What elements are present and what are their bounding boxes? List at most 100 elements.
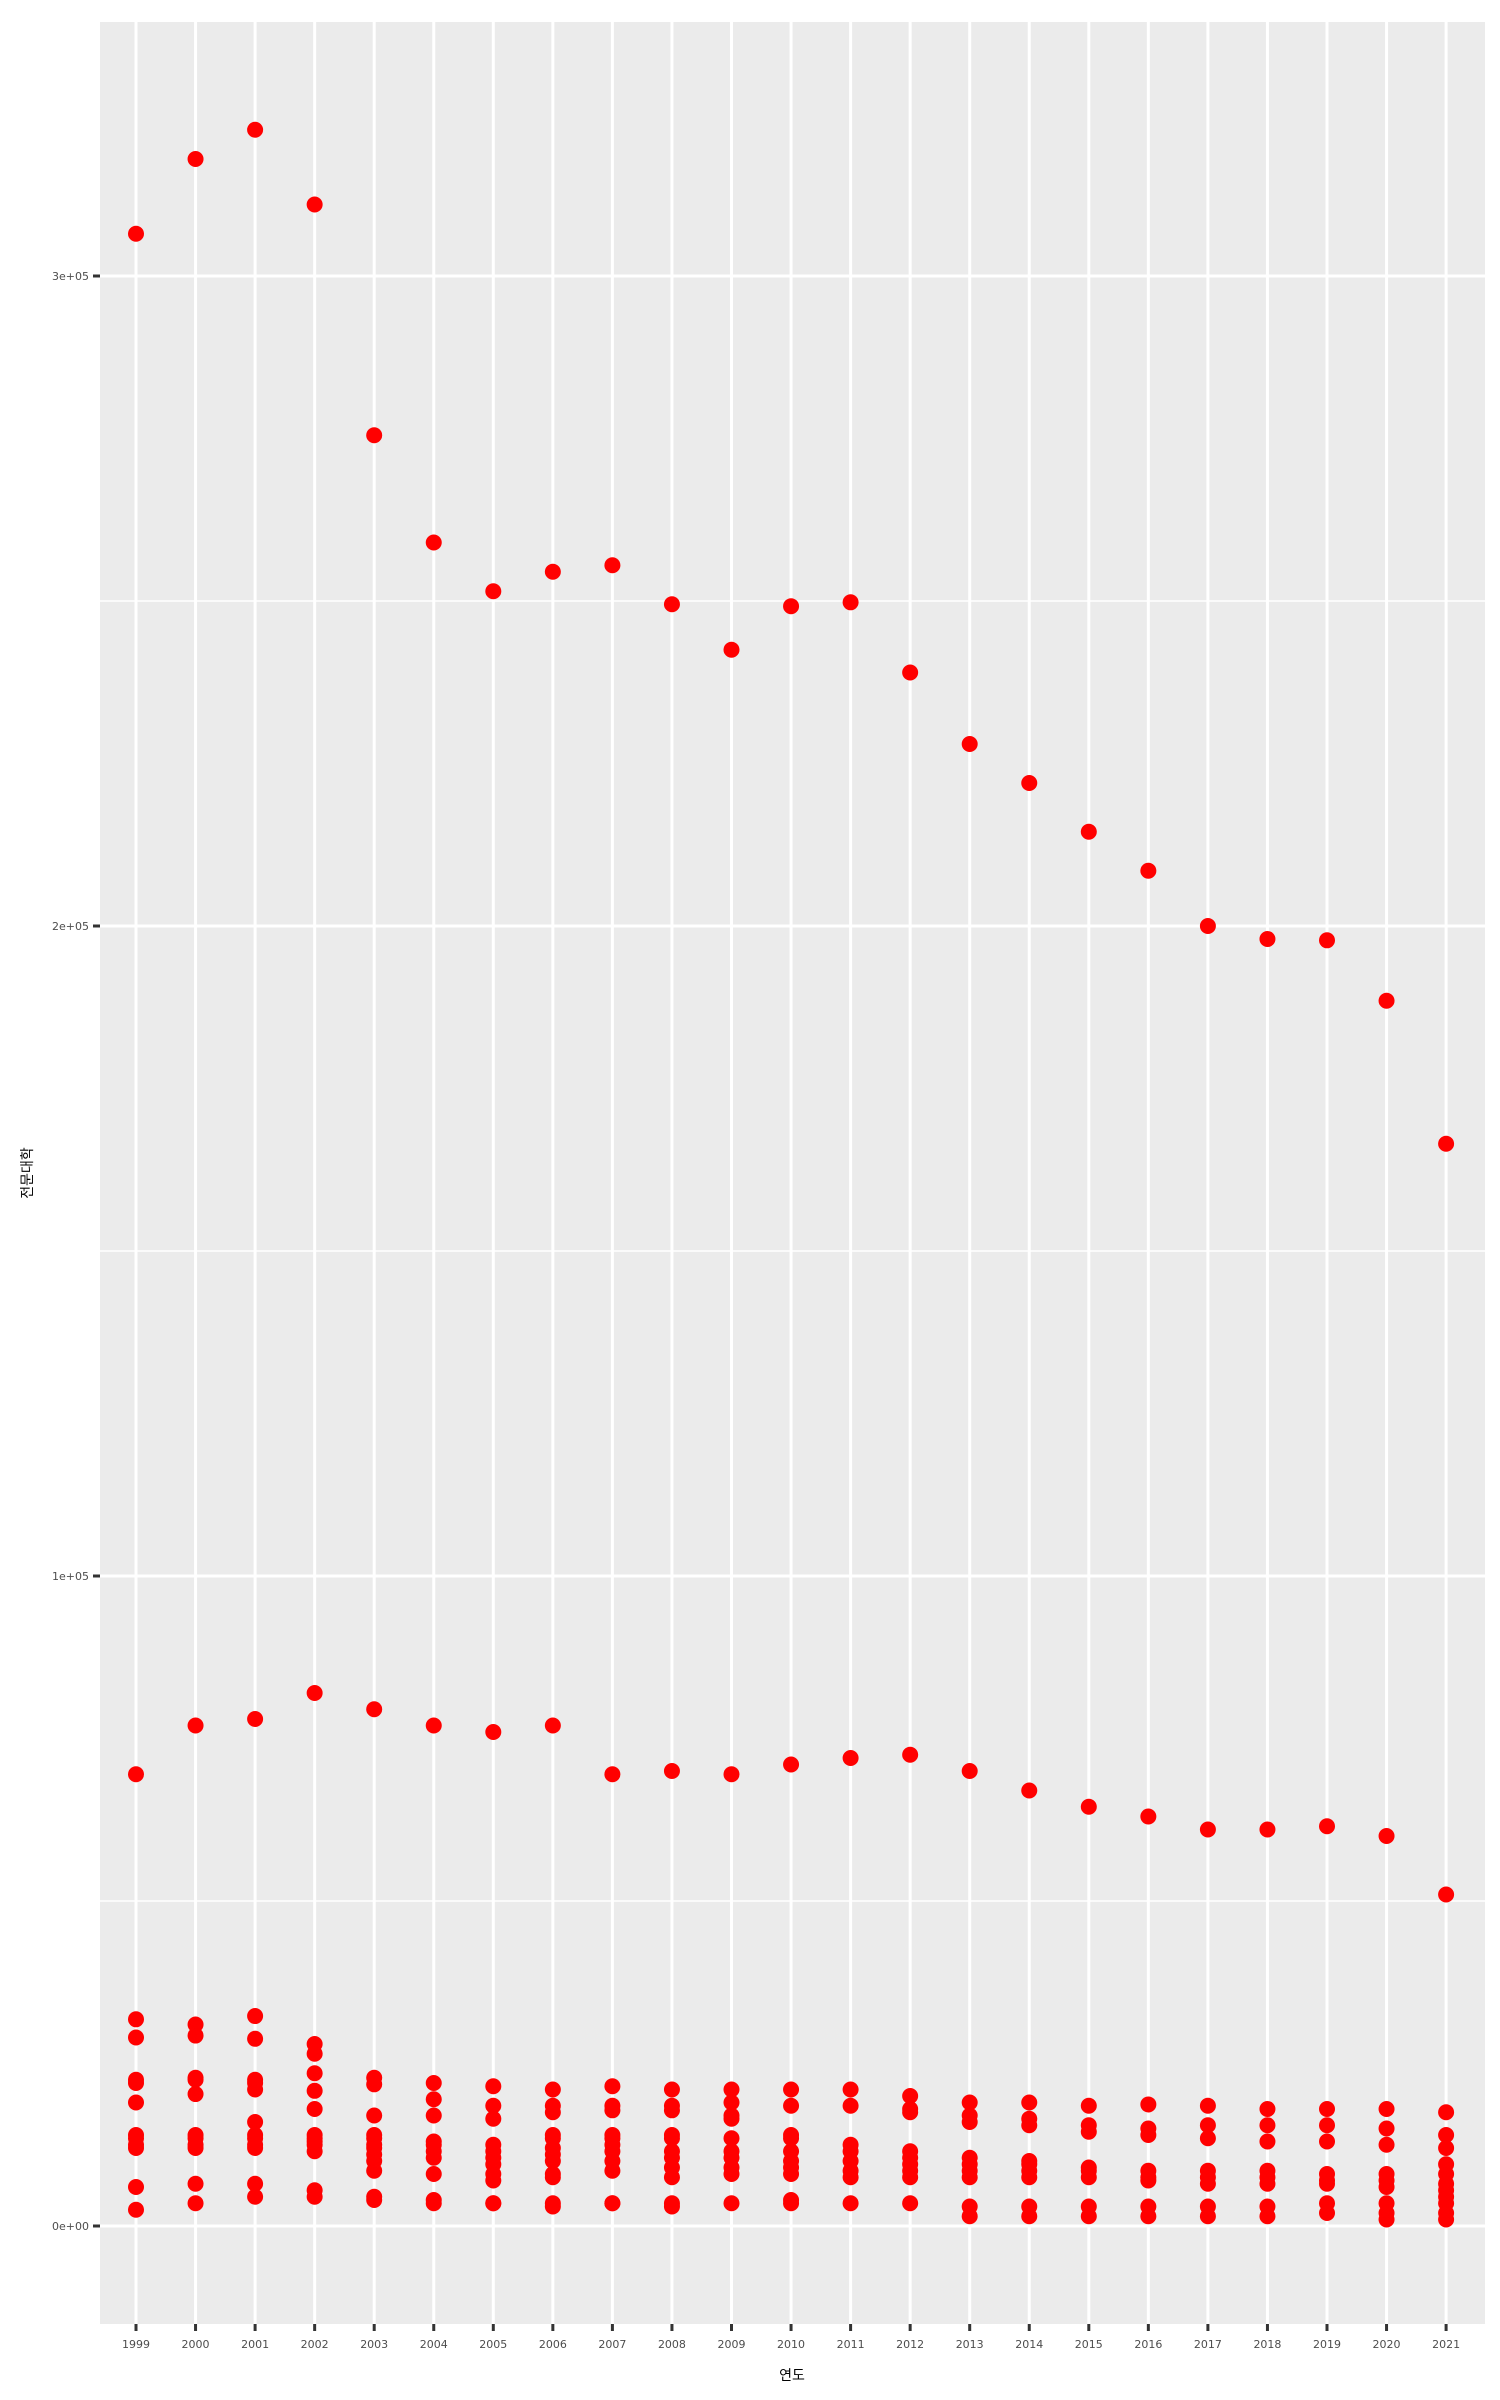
data-point <box>187 2071 204 2088</box>
data-point <box>306 2101 323 2117</box>
data-point <box>425 2149 442 2166</box>
data-point <box>723 2166 740 2182</box>
data-point <box>1021 2208 1038 2225</box>
data-point <box>723 2110 740 2127</box>
data-point <box>544 2169 561 2186</box>
data-point <box>1378 2136 1395 2153</box>
data-point <box>1259 2175 1276 2192</box>
x-tick-label: 2012 <box>896 2338 924 2351</box>
data-point <box>902 664 919 681</box>
data-point <box>1259 2133 1276 2150</box>
data-point <box>485 583 502 600</box>
data-point <box>604 2162 621 2179</box>
data-point <box>544 1717 561 1734</box>
data-point <box>783 2081 800 2098</box>
data-point <box>366 427 383 444</box>
data-point <box>128 2179 144 2195</box>
data-point <box>663 2081 680 2098</box>
data-point <box>1319 2175 1335 2192</box>
data-point <box>961 1763 978 1779</box>
data-point <box>128 2029 144 2046</box>
x-tick-label: 2015 <box>1075 2338 1103 2351</box>
data-point <box>425 2166 442 2182</box>
data-point <box>604 557 621 574</box>
data-point <box>961 736 978 752</box>
y-tick-label: 2e+05 <box>52 920 89 933</box>
y-tick-label: 3e+05 <box>52 270 89 283</box>
data-point <box>723 1766 740 1783</box>
data-point <box>1259 2117 1276 2134</box>
x-tick-label: 2021 <box>1432 2338 1460 2351</box>
data-point <box>187 151 204 167</box>
x-tick-label: 2014 <box>1015 2338 1043 2351</box>
data-point <box>1319 2101 1335 2117</box>
data-point <box>366 1701 383 1718</box>
data-point <box>247 2030 264 2047</box>
data-point <box>485 2172 502 2189</box>
data-point <box>1199 2117 1216 2134</box>
data-point <box>1259 1821 1276 1838</box>
data-point <box>842 2195 859 2212</box>
data-point <box>1438 1135 1455 1152</box>
y-axis: 0e+00 1e+05 2e+05 3e+05 <box>52 270 100 2233</box>
data-point <box>1259 931 1276 947</box>
data-point <box>485 2078 502 2095</box>
data-point <box>366 2162 383 2179</box>
data-point <box>783 598 800 615</box>
data-point <box>1080 1798 1097 1815</box>
x-tick-label: 2006 <box>539 2338 567 2351</box>
data-point <box>663 2169 680 2186</box>
y-tick-label: 0e+00 <box>52 2220 89 2233</box>
data-point <box>723 2130 740 2147</box>
data-point <box>842 2169 859 2186</box>
x-tick-label: 2019 <box>1313 2338 1341 2351</box>
data-point <box>663 2102 680 2119</box>
x-tick-label: 2007 <box>598 2338 626 2351</box>
data-point <box>128 2011 144 2028</box>
x-tick-label: 2020 <box>1373 2338 1401 2351</box>
data-point <box>1080 2208 1097 2225</box>
data-point <box>187 2140 204 2156</box>
data-point <box>187 2175 204 2192</box>
data-point <box>544 2153 561 2169</box>
data-point <box>485 2195 502 2212</box>
data-point <box>902 1746 919 1763</box>
y-tick-label: 1e+05 <box>52 1570 89 1583</box>
data-point <box>961 2169 978 2186</box>
x-tick-label: 1999 <box>122 2338 150 2351</box>
data-point <box>1378 1828 1395 1844</box>
data-point <box>1199 1821 1216 1838</box>
data-point <box>306 2188 323 2205</box>
data-point <box>187 1717 204 1734</box>
data-point <box>783 1756 800 1773</box>
data-point <box>366 2192 383 2208</box>
data-point <box>1438 2140 1455 2156</box>
major-gridlines <box>100 22 1485 2324</box>
x-tick-label: 2008 <box>658 2338 686 2351</box>
data-points <box>128 121 1455 2228</box>
data-point <box>306 2045 323 2062</box>
data-point <box>128 2201 144 2218</box>
data-point <box>663 596 680 613</box>
x-tick-label: 2018 <box>1253 2338 1281 2351</box>
data-point <box>1378 992 1395 1009</box>
data-point <box>1319 932 1335 949</box>
data-point <box>842 1750 859 1766</box>
data-point <box>1021 2169 1038 2186</box>
data-point <box>247 2140 264 2156</box>
x-tick-label: 2011 <box>837 2338 865 2351</box>
x-tick-label: 2005 <box>479 2338 507 2351</box>
data-point <box>1199 2175 1216 2192</box>
data-point <box>306 196 323 213</box>
data-point <box>425 2107 442 2124</box>
data-point <box>604 1766 621 1783</box>
data-point <box>1140 2127 1157 2143</box>
data-point <box>1438 2104 1455 2121</box>
data-point <box>485 1724 502 1740</box>
data-point <box>306 1685 323 1701</box>
data-point <box>485 2097 502 2114</box>
data-point <box>1021 2094 1038 2111</box>
data-point <box>128 2075 144 2091</box>
data-point <box>842 2097 859 2114</box>
